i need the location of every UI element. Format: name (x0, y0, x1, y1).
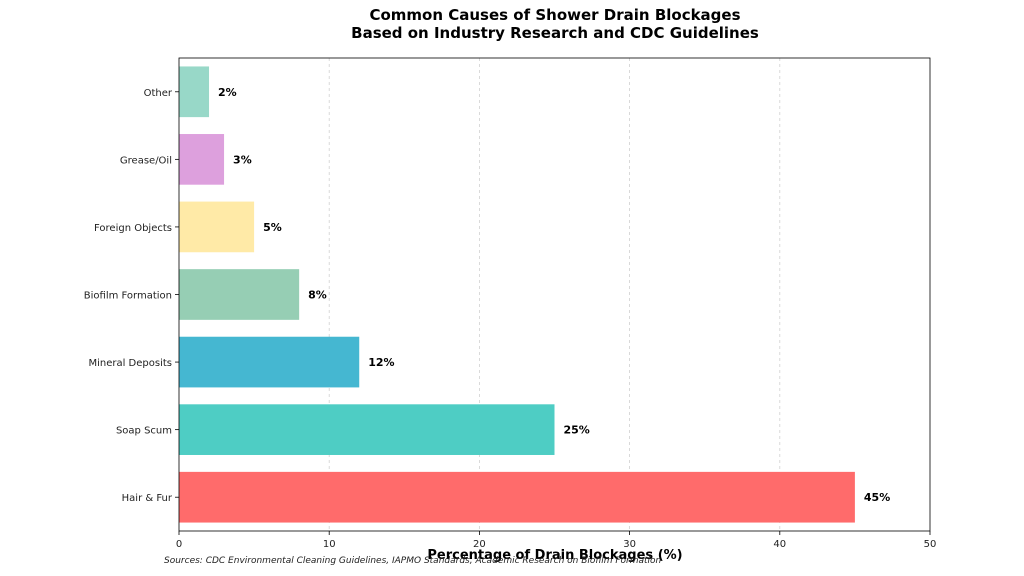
bar-value-label: 2% (218, 86, 237, 99)
chart-title-line-1: Common Causes of Shower Drain Blockages (369, 6, 741, 24)
bar (179, 134, 225, 185)
bar (179, 66, 210, 118)
bar-value-label: 25% (564, 424, 590, 437)
category-label: Hair & Fur (122, 493, 173, 504)
bar-value-label: 12% (368, 356, 394, 369)
bar-value-label: 5% (263, 221, 282, 234)
bar-value-label: 8% (308, 289, 327, 302)
bar-value-label: 3% (233, 153, 252, 166)
category-label: Other (144, 88, 173, 99)
x-tick-label: 30 (623, 539, 636, 550)
bar (179, 269, 300, 320)
x-tick-label: 50 (924, 539, 937, 550)
bar (179, 471, 855, 523)
bar-value-label: 45% (864, 491, 890, 504)
bar (179, 404, 555, 455)
category-label: Soap Scum (116, 426, 172, 437)
chart-title-line-2: Based on Industry Research and CDC Guide… (351, 24, 759, 42)
category-label: Mineral Deposits (88, 358, 172, 369)
x-tick-label: 10 (323, 539, 336, 550)
x-tick-label: 40 (773, 539, 786, 550)
bar (179, 336, 360, 388)
category-label: Biofilm Formation (84, 291, 172, 302)
category-label: Foreign Objects (94, 223, 172, 234)
x-tick-label: 20 (473, 539, 486, 550)
x-tick-label: 0 (176, 539, 182, 550)
bar (179, 201, 255, 253)
category-label: Grease/Oil (120, 155, 172, 166)
source-note: Sources: CDC Environmental Cleaning Guid… (164, 556, 662, 566)
x-axis-label: Percentage of Drain Blockages (%) (427, 548, 683, 563)
plot-frame (178, 57, 931, 532)
